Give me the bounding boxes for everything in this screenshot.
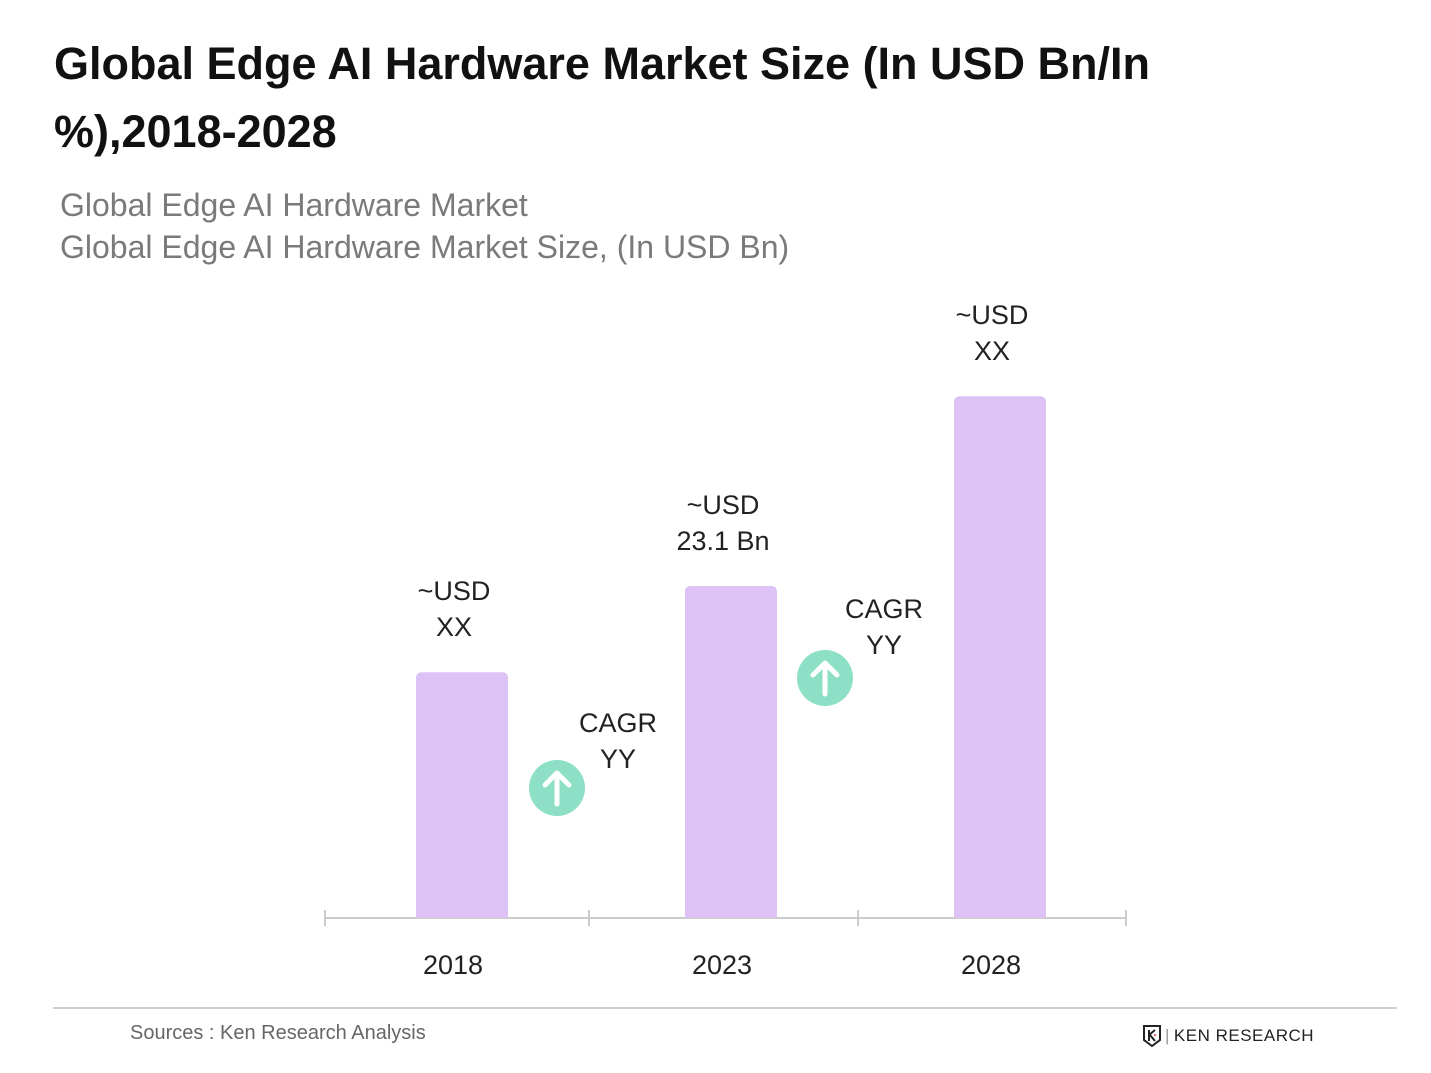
x-tick-label: 2018 <box>423 950 483 980</box>
source-note: Sources : Ken Research Analysis <box>130 1022 426 1044</box>
x-tick-label: 2028 <box>961 950 1021 980</box>
bar-2018 <box>416 672 508 918</box>
cagr-label: YY <box>600 744 636 774</box>
arrow-up-icon <box>810 660 840 697</box>
chart-subtitle: Global Edge AI Hardware Market <box>60 187 528 223</box>
cagr-label: CAGR <box>579 708 657 738</box>
logo-text: KEN RESEARCH <box>1173 1026 1315 1045</box>
bar-2023 <box>685 585 777 918</box>
x-tick-label: 2023 <box>692 950 752 980</box>
footer-divider <box>53 1007 1397 1009</box>
ken-research-logo: | KEN RESEARCH <box>1143 1025 1314 1047</box>
cagr-label: YY <box>866 630 902 660</box>
cagr-label: CAGR <box>845 594 923 624</box>
data-label: ~USD <box>687 490 760 520</box>
data-label: XX <box>436 612 472 642</box>
bar-2028 <box>954 396 1046 918</box>
logo-shield-icon <box>1143 1025 1161 1047</box>
data-label: ~USD <box>418 576 491 606</box>
chart-subtitle-2: Global Edge AI Hardware Market Size, (In… <box>60 229 790 265</box>
data-label: XX <box>974 336 1010 366</box>
chart-title: Global Edge AI Hardware Market Size (In … <box>54 38 1151 157</box>
arrow-up-icon <box>542 770 572 807</box>
data-label: ~USD <box>956 300 1029 330</box>
data-label: 23.1 Bn <box>676 526 769 556</box>
